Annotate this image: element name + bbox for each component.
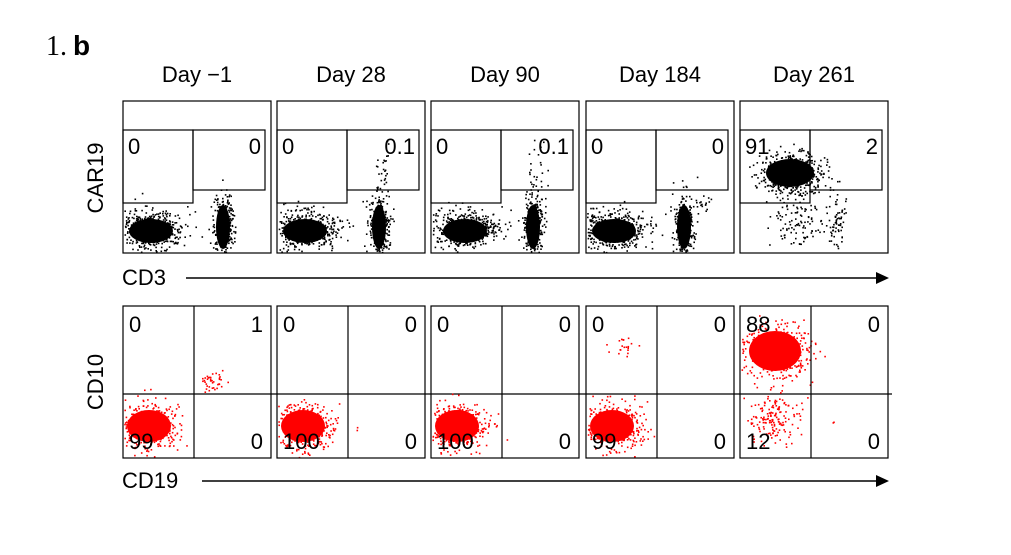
cd10-plot-1: 0 1 99 0 xyxy=(122,305,272,459)
quadrant-value-ur: 0 xyxy=(559,312,571,337)
cd10-dots xyxy=(432,393,509,456)
gate-value-left: 0 xyxy=(128,134,140,159)
quadrant-value-lr: 0 xyxy=(251,429,263,454)
plot-frame xyxy=(276,305,426,459)
plot-frame xyxy=(122,305,272,459)
cd10-dots xyxy=(124,369,229,458)
quadrant-value-ur: 0 xyxy=(868,312,880,337)
gate-value-left: 91 xyxy=(745,134,769,159)
gate-value-right: 0.1 xyxy=(538,134,569,159)
quadrant-value-ll: 99 xyxy=(129,429,153,454)
y-axis-label-car19: CAR19 xyxy=(83,143,108,214)
cd19-axis-arrowhead xyxy=(876,475,889,487)
quadrant-value-lr: 0 xyxy=(405,429,417,454)
quadrant-value-ur: 0 xyxy=(714,312,726,337)
y-axis-label-cd10: CD10 xyxy=(83,354,108,410)
list-number: 1. xyxy=(46,31,67,62)
gate-right xyxy=(192,129,266,191)
cd10-plot-2: 0 0 100 0 xyxy=(276,305,426,459)
column-header-3: Day 90 xyxy=(470,62,540,87)
quadrant-value-ur: 0 xyxy=(405,312,417,337)
plot-frame xyxy=(739,305,889,459)
x-axis-label-cd3: CD3 xyxy=(122,265,166,290)
column-header-2: Day 28 xyxy=(316,62,386,87)
quadrant-value-ul: 88 xyxy=(746,312,770,337)
gate-value-right: 2 xyxy=(866,134,878,159)
column-header-5: Day 261 xyxy=(773,62,855,87)
gate-right xyxy=(809,129,883,191)
panel-letter-b: b xyxy=(73,30,91,61)
quadrant-value-lr: 0 xyxy=(868,429,880,454)
car19-plot-3: 0 0.1 xyxy=(430,100,580,254)
cd10-dots xyxy=(741,315,835,448)
car19-dots xyxy=(587,176,713,254)
plot-frame xyxy=(430,305,580,459)
car19-plot-2: 0 0.1 xyxy=(276,100,426,254)
column-header-1: Day −1 xyxy=(162,62,232,87)
gate-value-right: 0 xyxy=(249,134,261,159)
quadrant-value-ul: 0 xyxy=(283,312,295,337)
cd10-dots xyxy=(278,399,359,459)
quadrant-value-lr: 0 xyxy=(714,429,726,454)
cd10-dots xyxy=(587,337,656,458)
gate-right xyxy=(346,129,420,191)
plot-frame xyxy=(585,305,735,459)
car19-dots xyxy=(278,140,395,254)
cd10-plot-4: 0 0 99 0 xyxy=(585,305,735,459)
quadrant-value-ul: 0 xyxy=(129,312,141,337)
x-axis-label-cd19: CD19 xyxy=(122,468,178,493)
car19-dots xyxy=(124,179,237,254)
car19-dots xyxy=(749,143,848,250)
quadrant-value-ll: 100 xyxy=(283,429,320,454)
gate-value-left: 0 xyxy=(436,134,448,159)
cd10-plot-3: 0 0 100 0 xyxy=(430,305,580,459)
quadrant-value-ll: 12 xyxy=(746,429,770,454)
cd3-axis-arrowhead xyxy=(876,272,889,284)
gate-value-left: 0 xyxy=(282,134,294,159)
gate-right xyxy=(500,129,574,191)
cd10-plot-5: 88 0 12 0 xyxy=(739,305,889,459)
quadrant-value-ur: 1 xyxy=(251,312,263,337)
quadrant-value-ll: 100 xyxy=(437,429,474,454)
gate-value-right: 0 xyxy=(712,134,724,159)
quadrant-value-ll: 99 xyxy=(592,429,616,454)
quadrant-value-lr: 0 xyxy=(559,429,571,454)
quadrant-value-ul: 0 xyxy=(437,312,449,337)
gate-value-right: 0.1 xyxy=(384,134,415,159)
quadrant-value-ul: 0 xyxy=(592,312,604,337)
car19-plot-5: 91 2 xyxy=(739,100,889,254)
gate-right xyxy=(655,129,729,191)
car19-dots xyxy=(432,139,549,254)
figure-panel-label: 1. b xyxy=(46,30,90,63)
gate-value-left: 0 xyxy=(591,134,603,159)
column-header-4: Day 184 xyxy=(619,62,701,87)
